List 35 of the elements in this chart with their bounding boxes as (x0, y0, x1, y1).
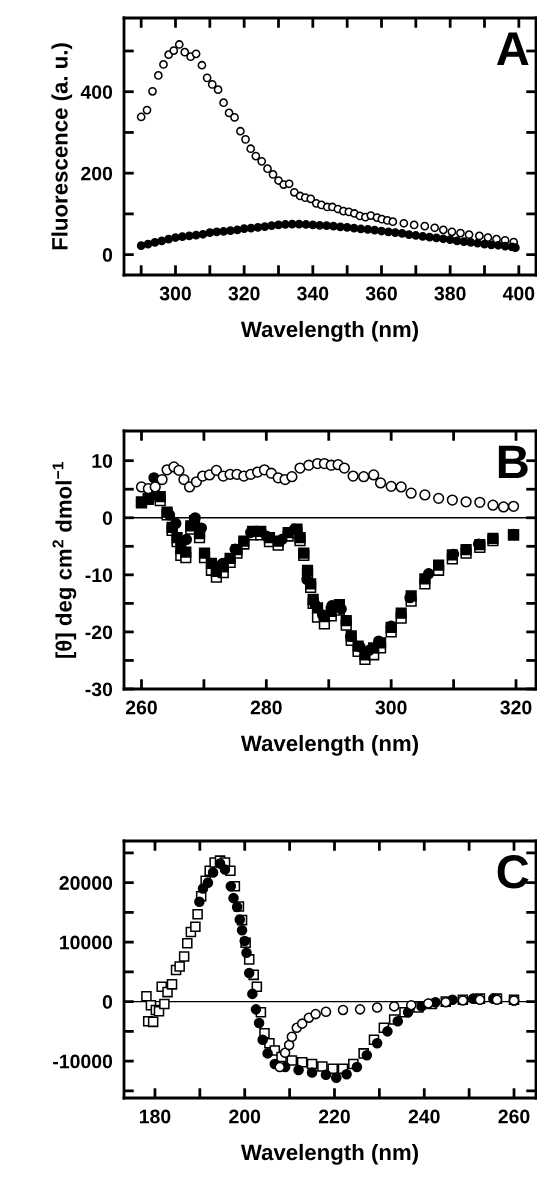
x-tick-label: 240 (408, 1109, 440, 1124)
x-tick-label: 220 (318, 1109, 350, 1124)
annotation: C (497, 855, 529, 889)
y-axis-title: [θ] deg cm$^{2}$ dmol$^{−1}$ (52, 462, 77, 658)
annotation: A (496, 32, 529, 66)
x-tick-label: 200 (229, 1109, 261, 1124)
x-axis-title: Wavelength (nm) (240, 734, 418, 756)
x-tick-label: 320 (500, 700, 532, 715)
x-tick-label: 300 (159, 286, 191, 301)
y-axis-title: Fluorescence (a. u.) (51, 43, 73, 250)
y-tick-label: -10 (85, 568, 113, 583)
x-axis-title: Wavelength (nm) (240, 1143, 418, 1165)
y-tick-label: -20 (85, 625, 113, 640)
x-tick-label: 400 (502, 286, 535, 301)
y-tick-label: 0 (102, 248, 113, 262)
y-tick-label: 20000 (59, 876, 113, 890)
y-tick-label: 10000 (60, 935, 113, 950)
y-tick-label: 10 (92, 454, 113, 468)
y-tick-label: 400 (80, 85, 113, 99)
x-tick-label: 380 (434, 286, 466, 301)
x-tick-label: 260 (125, 700, 157, 715)
x-tick-label: 360 (365, 286, 397, 301)
x-tick-label: 340 (297, 286, 329, 301)
x-tick-label: 300 (375, 700, 407, 715)
y-tick-label: 200 (81, 166, 113, 181)
annotation: B (498, 445, 528, 479)
y-tick-label: 0 (102, 511, 113, 525)
x-tick-label: 180 (139, 1109, 171, 1124)
x-tick-label: 260 (498, 1109, 530, 1124)
y-tick-label: -30 (85, 682, 113, 697)
x-tick-label: 320 (228, 286, 260, 301)
y-tick-label: 0 (102, 995, 113, 1009)
y-tick-label: -10000 (53, 1054, 113, 1069)
x-tick-label: 280 (250, 700, 282, 715)
x-axis-title: Wavelength (nm) (240, 320, 418, 342)
